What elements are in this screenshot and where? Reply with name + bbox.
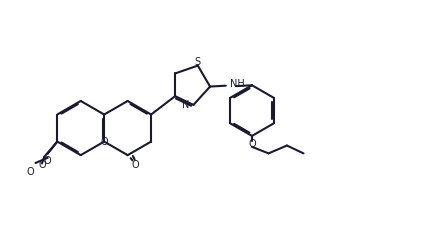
Text: O: O [44, 156, 52, 166]
Text: O: O [132, 160, 139, 170]
Text: O: O [248, 139, 256, 149]
Text: O: O [101, 137, 108, 147]
Text: NH: NH [230, 79, 245, 89]
Text: O: O [38, 160, 46, 170]
Text: N: N [182, 100, 189, 110]
Text: O: O [26, 167, 34, 177]
Text: S: S [195, 57, 201, 67]
